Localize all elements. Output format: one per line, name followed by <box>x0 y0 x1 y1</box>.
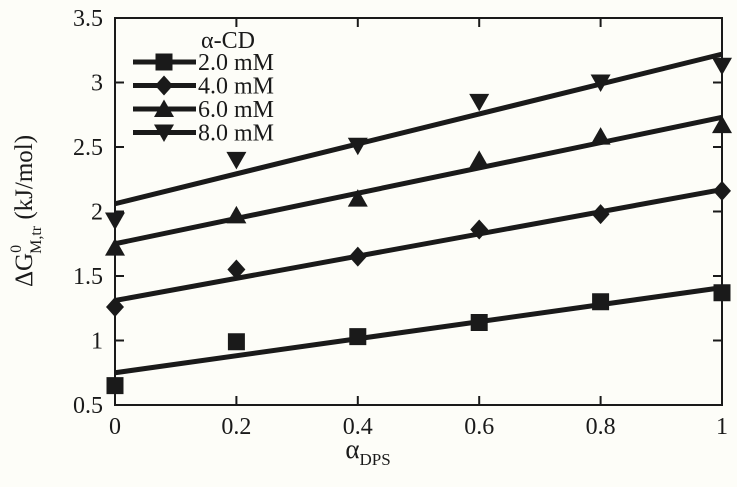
data-point-6.0mM <box>590 127 611 145</box>
x-tick-label: 0 <box>109 414 121 440</box>
y-tick-label: 0.5 <box>73 393 103 419</box>
data-point-6.0mM <box>469 150 490 168</box>
legend-entry-label: 8.0 mM <box>198 121 274 147</box>
legend-marker-8.0mM <box>154 124 174 142</box>
x-axis-title: αDPS <box>345 434 390 469</box>
x-tick-label: 0.6 <box>464 414 494 440</box>
data-point-6.0mM <box>226 205 247 224</box>
data-point-4.0mM <box>591 204 610 225</box>
legend-entry-label: 4.0 mM <box>198 74 274 100</box>
y-tick-label: 2 <box>91 200 103 226</box>
y-tick-label: 3 <box>91 71 103 97</box>
data-point-4.0mM <box>470 219 489 240</box>
data-point-8.0mM <box>590 74 611 92</box>
trend-line-2.0mM <box>114 285 723 376</box>
trend-line-6.0mM <box>114 114 723 247</box>
y-axis-title: ΔG0 M,tr (kJ/mol) <box>8 135 45 287</box>
x-tick-label: 0.2 <box>221 414 251 440</box>
y-tick-label: 3.5 <box>73 6 103 32</box>
data-point-4.0mM <box>348 246 367 267</box>
data-point-4.0mM <box>227 259 246 280</box>
x-tick-label: 0.8 <box>586 414 616 440</box>
data-point-2.0mM <box>349 328 367 346</box>
legend-title: α-CD <box>201 28 255 54</box>
legend-marker-2.0mM <box>155 53 173 71</box>
legend-entry-label: 6.0 mM <box>198 97 274 123</box>
trend-line-8.0mM <box>114 51 723 207</box>
data-point-6.0mM <box>347 189 368 207</box>
x-tick-label: 0.4 <box>343 414 373 440</box>
data-point-2.0mM <box>592 293 610 311</box>
data-point-2.0mM <box>470 313 488 331</box>
y-tick-label: 2.5 <box>73 135 103 161</box>
data-point-8.0mM <box>469 93 490 112</box>
trend-line-4.0mM <box>114 187 723 303</box>
legend-entry-label: 2.0 mM <box>198 50 274 76</box>
data-point-2.0mM <box>227 333 245 351</box>
legend-marker-6.0mM <box>154 99 174 117</box>
x-tick-label: 1 <box>716 414 728 440</box>
data-point-8.0mM <box>347 137 368 156</box>
y-tick-label: 1 <box>91 329 103 355</box>
data-point-8.0mM <box>226 151 247 170</box>
y-tick-label: 1.5 <box>73 264 103 290</box>
legend-marker-4.0mM <box>155 75 173 96</box>
